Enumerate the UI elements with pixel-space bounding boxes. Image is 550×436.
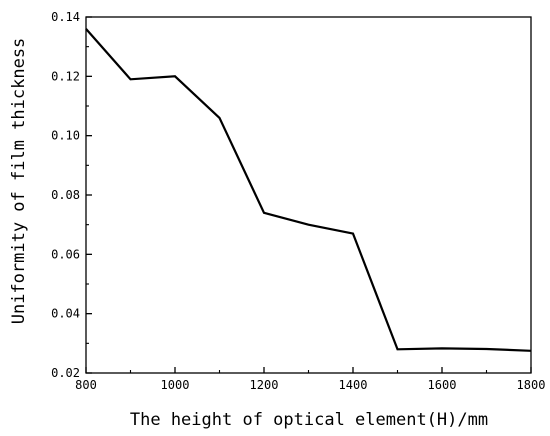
y-tick-label: 0.14 bbox=[51, 10, 80, 24]
x-axis: 800 1000 1200 1400 1600 1800 bbox=[75, 367, 545, 392]
plot-frame bbox=[85, 16, 532, 374]
series-layer bbox=[85, 28, 532, 352]
y-axis-title: Uniformity of film thickness bbox=[9, 38, 29, 325]
x-tick-label: 1800 bbox=[517, 378, 546, 392]
y-tick-label: 0.04 bbox=[51, 307, 80, 321]
series-line bbox=[85, 28, 532, 352]
y-tick-label: 0.10 bbox=[51, 129, 80, 143]
x-tick-label: 1400 bbox=[339, 378, 368, 392]
y-tick-label: 0.06 bbox=[51, 247, 80, 261]
x-tick-label: 1000 bbox=[161, 378, 190, 392]
x-tick-label: 1200 bbox=[250, 378, 279, 392]
y-axis: 0.02 0.04 0.06 0.08 0.10 0.12 0.14 bbox=[51, 10, 92, 380]
y-tick-label: 0.02 bbox=[51, 366, 80, 380]
x-axis-title: The height of optical element(H)/mm bbox=[130, 410, 488, 430]
x-tick-label: 800 bbox=[75, 378, 97, 392]
x-tick-label: 1600 bbox=[428, 378, 457, 392]
y-tick-label: 0.08 bbox=[51, 188, 80, 202]
y-tick-label: 0.12 bbox=[51, 69, 80, 83]
plot-border bbox=[85, 16, 532, 374]
